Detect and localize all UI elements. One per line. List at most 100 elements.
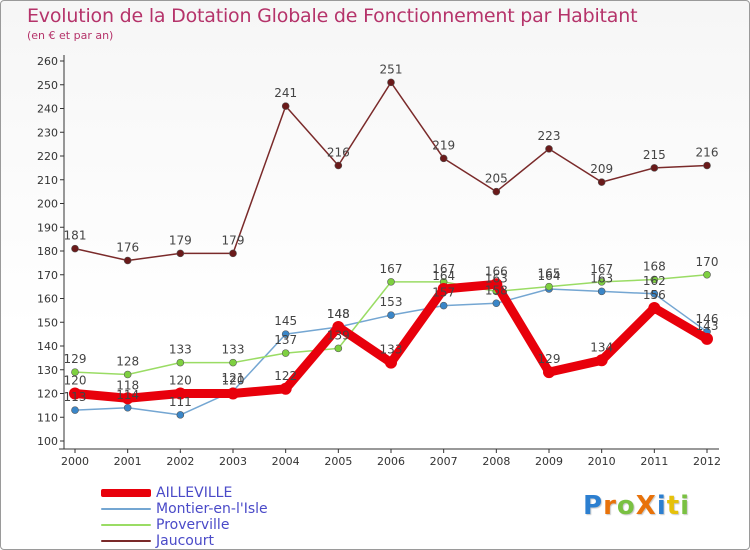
legend: AILLEVILLE Montier-en-l'Isle Proverville Ja… [101,485,268,549]
legend-item: Montier-en-l'Isle [101,501,268,517]
data-point [437,283,450,295]
chart-subtitle: (en € et par an) [27,29,114,42]
data-point [71,406,79,414]
data-point [332,321,345,333]
data-label: 162 [643,274,666,288]
y-tick-label: 140 [37,340,58,353]
data-label: 145 [274,314,297,328]
data-label: 129 [64,352,87,366]
x-tick-label: 2012 [693,455,721,468]
y-tick-label: 180 [37,245,58,258]
y-tick-label: 240 [37,103,58,116]
data-label: 158 [485,283,508,297]
legend-swatch [101,489,151,497]
x-tick-label: 2011 [640,455,668,468]
data-label: 205 [485,172,508,186]
data-label: 167 [590,262,613,276]
data-label: 113 [64,390,87,404]
data-label: 146 [696,312,719,326]
data-point [597,178,606,186]
data-point [492,187,501,196]
y-tick-label: 110 [37,411,58,424]
data-label: 120 [169,374,192,388]
data-point [545,145,553,153]
data-label: 134 [590,340,613,354]
data-point [281,349,290,357]
data-point [229,249,237,258]
legend-item: AILLEVILLE [101,485,268,501]
data-label: 219 [432,138,455,152]
data-point [123,403,132,412]
data-point [703,161,711,170]
data-point [227,387,239,400]
data-label: 148 [327,307,350,321]
data-label: 164 [432,269,455,283]
data-point [123,256,132,265]
x-tick-label: 2000 [61,455,89,468]
data-label: 153 [380,295,403,309]
data-point [334,161,343,170]
data-label: 120 [222,374,245,388]
x-tick-label: 2001 [114,455,142,468]
y-tick-label: 170 [37,269,58,282]
data-point [543,366,555,379]
data-point [71,244,79,253]
data-point [650,289,659,298]
data-label: 139 [327,328,350,342]
data-label: 156 [643,288,666,302]
legend-label: Jaucourt [156,533,214,549]
data-label: 251 [380,62,403,76]
proxiti-logo: ProXiti [583,491,691,521]
data-label: 128 [116,355,139,369]
legend-swatch [101,524,151,526]
data-label: 176 [116,241,139,255]
x-tick-label: 2007 [430,455,458,468]
data-label: 179 [169,233,192,247]
legend-item: Jaucourt [101,533,268,549]
data-point [545,282,553,291]
data-label: 216 [327,146,350,160]
data-point [595,354,608,367]
data-label: 167 [380,262,403,276]
data-point [176,358,185,367]
legend-label: AILLEVILLE [156,485,233,501]
data-point [703,270,711,279]
legend-item: Proverville [101,517,268,533]
data-point [387,78,395,87]
data-label: 170 [696,255,719,269]
data-point [334,344,343,353]
data-label: 179 [222,233,245,247]
x-tick-label: 2008 [482,455,510,468]
y-tick-label: 150 [37,316,58,329]
y-tick-label: 200 [37,198,58,211]
data-label: 164 [538,269,561,283]
x-tick-label: 2004 [272,455,300,468]
chart-title: Evolution de la Dotation Globale de Fonc… [27,5,638,27]
x-tick-label: 2002 [166,455,194,468]
x-tick-label: 2009 [535,455,563,468]
data-point [597,278,606,286]
data-label: 118 [116,378,139,392]
data-point [174,387,187,400]
data-label: 215 [643,148,666,162]
y-tick-label: 230 [37,126,58,139]
legend-swatch [101,540,151,542]
data-label: 241 [274,86,297,100]
data-label: 133 [380,343,403,357]
data-label: 129 [538,352,561,366]
data-label: 133 [222,343,245,357]
data-label: 148 [327,307,350,321]
data-point [69,387,81,400]
data-point [176,411,185,419]
data-label: 143 [696,319,719,333]
data-label: 209 [590,162,613,176]
data-label: 223 [538,129,561,143]
data-point [385,356,397,369]
data-label: 166 [485,264,508,278]
data-point [123,370,132,379]
legend-label: Montier-en-l'Isle [156,501,268,517]
y-tick-label: 250 [37,79,58,92]
data-label: 165 [538,267,561,281]
